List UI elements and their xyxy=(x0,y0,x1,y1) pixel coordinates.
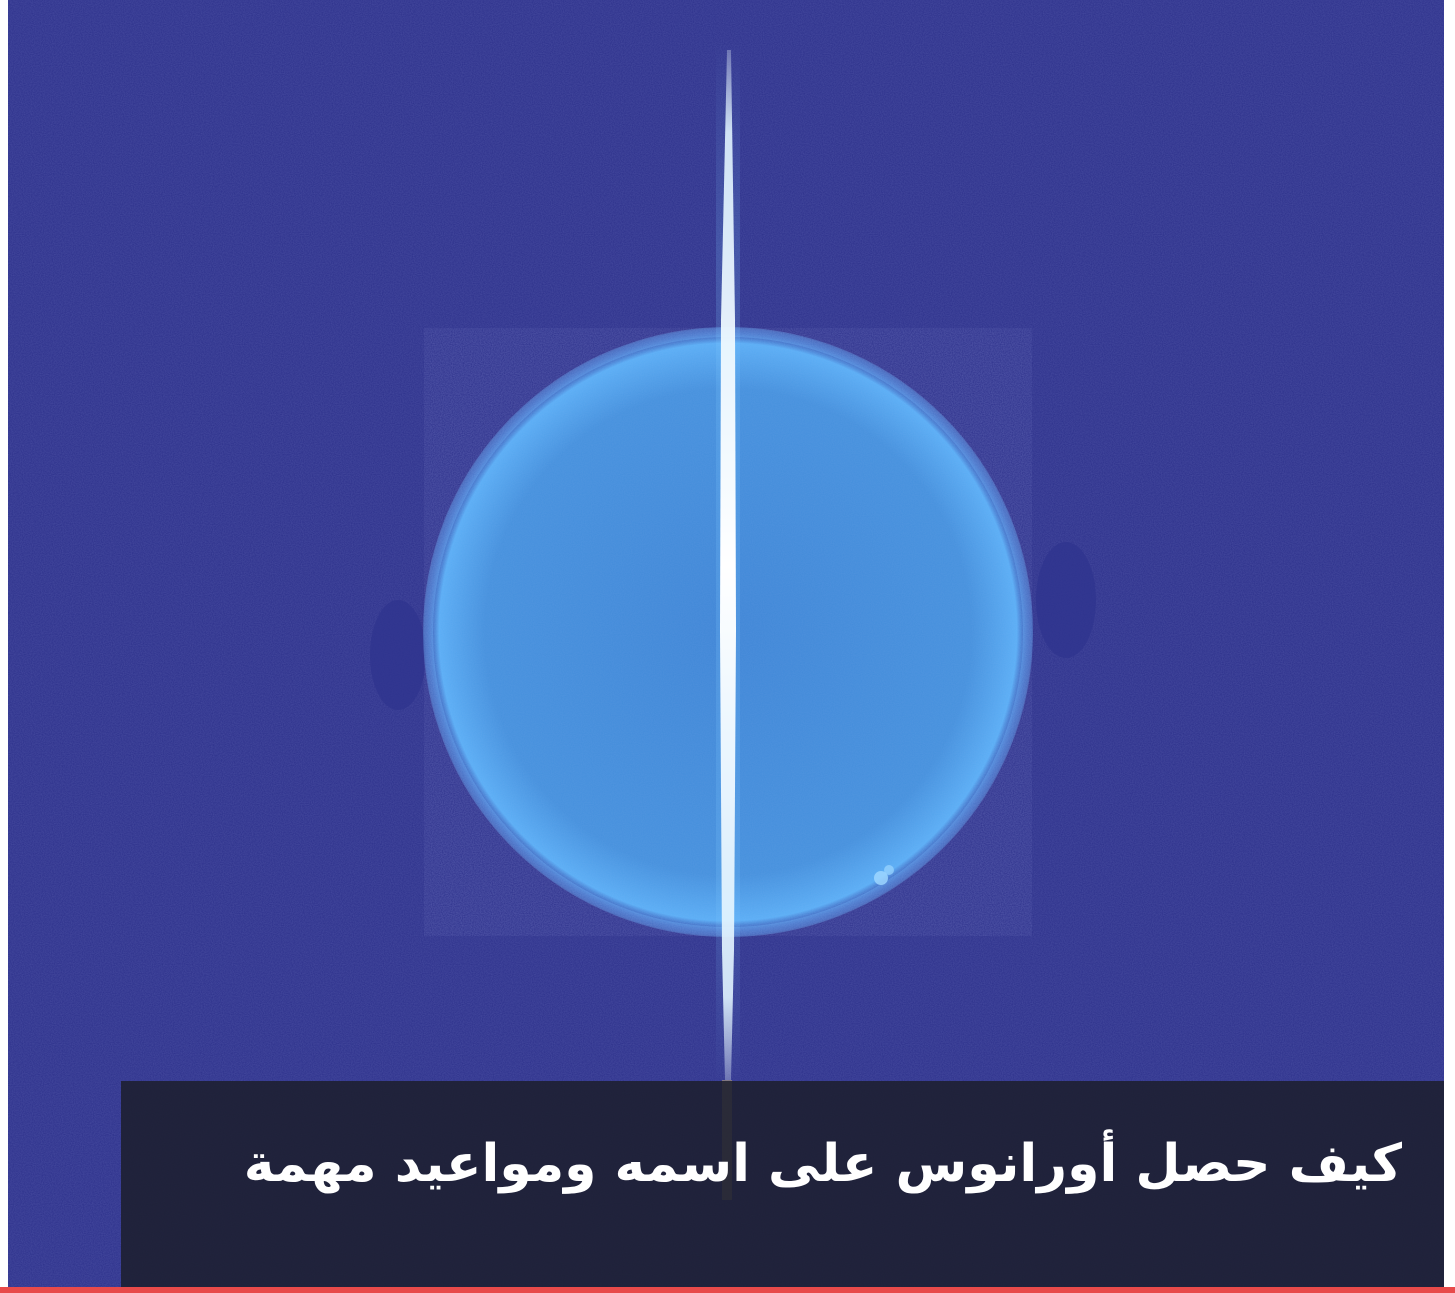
cloud-spot-2 xyxy=(884,865,894,875)
uranus-photo xyxy=(8,0,1444,1287)
accent-line xyxy=(0,1287,1455,1293)
faint-moon-left xyxy=(370,600,426,710)
uranus-image xyxy=(8,0,1444,1287)
cloud-spot xyxy=(874,871,888,885)
headline[interactable]: كيف حصل أورانوس على اسمه ومواعيد مهمة xyxy=(243,1134,1402,1194)
planet-ring xyxy=(720,50,736,1080)
faint-moon-right xyxy=(1036,542,1096,658)
headline-overlay[interactable]: كيف حصل أورانوس على اسمه ومواعيد مهمة xyxy=(121,1081,1444,1287)
